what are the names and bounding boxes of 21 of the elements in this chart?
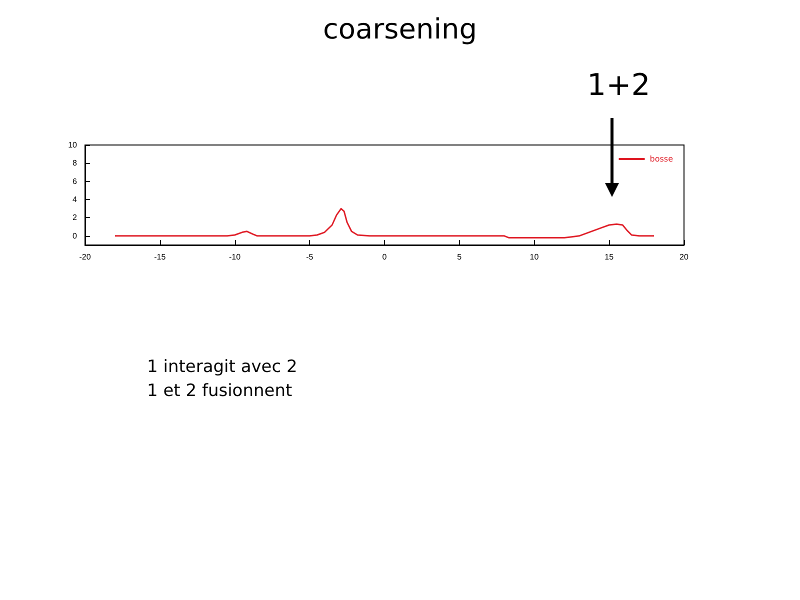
y-tick-label: 4 xyxy=(72,195,78,204)
x-tick-label: 0 xyxy=(382,252,388,262)
x-tick-label: -5 xyxy=(306,252,314,262)
x-tick-label: -15 xyxy=(154,252,166,262)
x-tick-label: -20 xyxy=(79,252,92,262)
y-tick-label: 10 xyxy=(68,140,78,150)
x-tick-label: 15 xyxy=(604,252,614,262)
legend-label: bosse xyxy=(650,154,674,164)
text: 1 et 2 fusionnent xyxy=(147,381,292,401)
text: 1 interagit avec 2 xyxy=(147,357,298,377)
y-tick-label: 8 xyxy=(72,158,78,168)
y-tick-label: 2 xyxy=(72,213,78,222)
x-tick-label: 10 xyxy=(530,252,540,262)
x-tick-label: -10 xyxy=(228,252,242,262)
y-tick-label: 6 xyxy=(72,176,78,186)
chart-title: coarsening xyxy=(322,12,478,46)
y-tick-label: 0 xyxy=(72,231,78,240)
x-tick-label: 20 xyxy=(680,252,689,262)
line-series xyxy=(114,208,655,238)
x-tick-label: 5 xyxy=(457,252,462,262)
text: 1+2 xyxy=(587,68,650,103)
